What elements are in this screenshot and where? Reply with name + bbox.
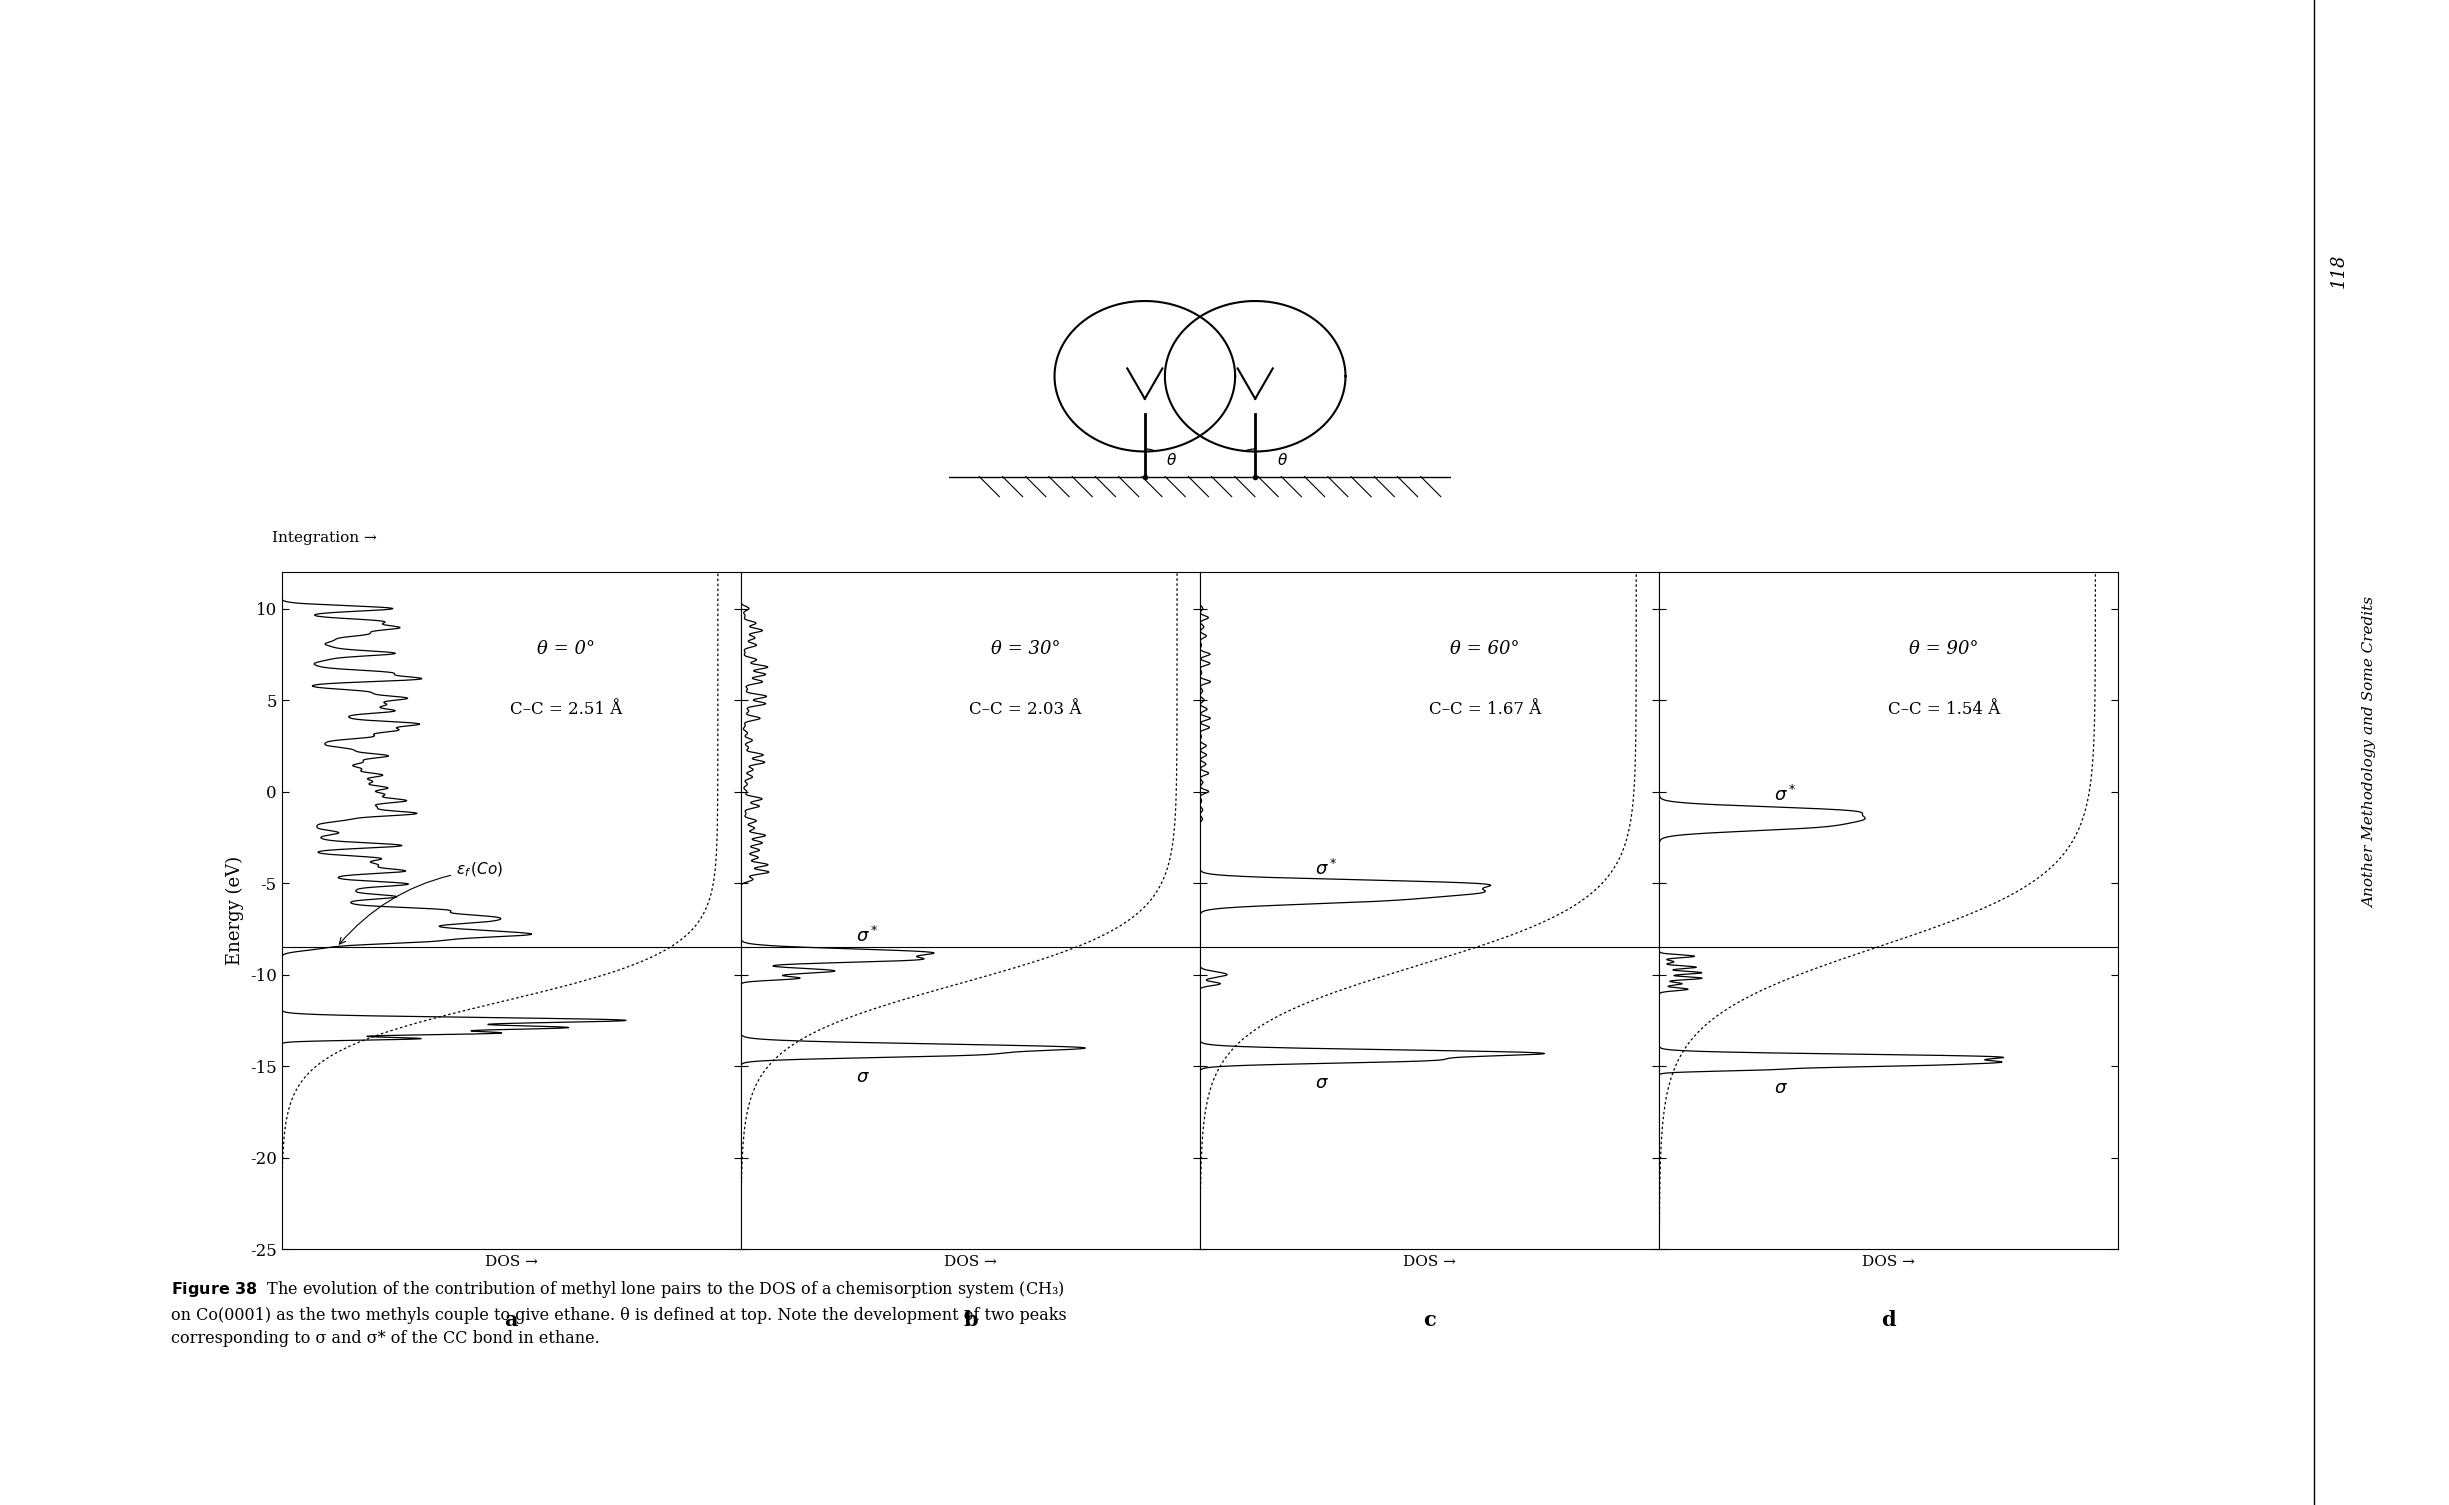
- X-axis label: DOS →: DOS →: [1861, 1255, 1915, 1269]
- Text: d: d: [1881, 1309, 1896, 1330]
- X-axis label: DOS →: DOS →: [485, 1255, 539, 1269]
- Text: Another Methodology and Some Credits: Another Methodology and Some Credits: [2363, 597, 2378, 908]
- Y-axis label: Energy (eV): Energy (eV): [225, 856, 245, 965]
- Text: $\sigma$: $\sigma$: [1773, 1079, 1788, 1097]
- Text: θ = 0°: θ = 0°: [536, 640, 595, 658]
- X-axis label: DOS →: DOS →: [943, 1255, 997, 1269]
- Text: $\epsilon_f\,(Co)$: $\epsilon_f\,(Co)$: [340, 861, 504, 944]
- Text: $\theta$: $\theta$: [1276, 452, 1288, 468]
- Text: 118: 118: [2329, 254, 2349, 287]
- X-axis label: DOS →: DOS →: [1403, 1255, 1457, 1269]
- Text: $\sigma^*$: $\sigma^*$: [1773, 786, 1798, 805]
- Text: θ = 60°: θ = 60°: [1450, 640, 1518, 658]
- Text: C–C = 2.03 Å: C–C = 2.03 Å: [970, 700, 1082, 718]
- Text: $\sigma$: $\sigma$: [855, 1069, 869, 1087]
- Text: θ = 90°: θ = 90°: [1910, 640, 1979, 658]
- Text: $\sigma^*$: $\sigma^*$: [1315, 858, 1337, 879]
- Text: Integration →: Integration →: [272, 531, 377, 545]
- Text: $\sigma^*$: $\sigma^*$: [855, 926, 879, 947]
- Text: C–C = 1.67 Å: C–C = 1.67 Å: [1428, 700, 1540, 718]
- Text: b: b: [962, 1309, 977, 1330]
- Text: $\theta$: $\theta$: [1166, 452, 1178, 468]
- Text: $\bf{Figure\ 38}$  The evolution of the contribution of methyl lone pairs to the: $\bf{Figure\ 38}$ The evolution of the c…: [171, 1279, 1068, 1347]
- Text: C–C = 1.54 Å: C–C = 1.54 Å: [1888, 700, 2001, 718]
- Text: C–C = 2.51 Å: C–C = 2.51 Å: [509, 700, 622, 718]
- Text: $\sigma$: $\sigma$: [1315, 1075, 1330, 1093]
- Text: a: a: [504, 1309, 519, 1330]
- Text: c: c: [1423, 1309, 1435, 1330]
- Text: θ = 30°: θ = 30°: [992, 640, 1060, 658]
